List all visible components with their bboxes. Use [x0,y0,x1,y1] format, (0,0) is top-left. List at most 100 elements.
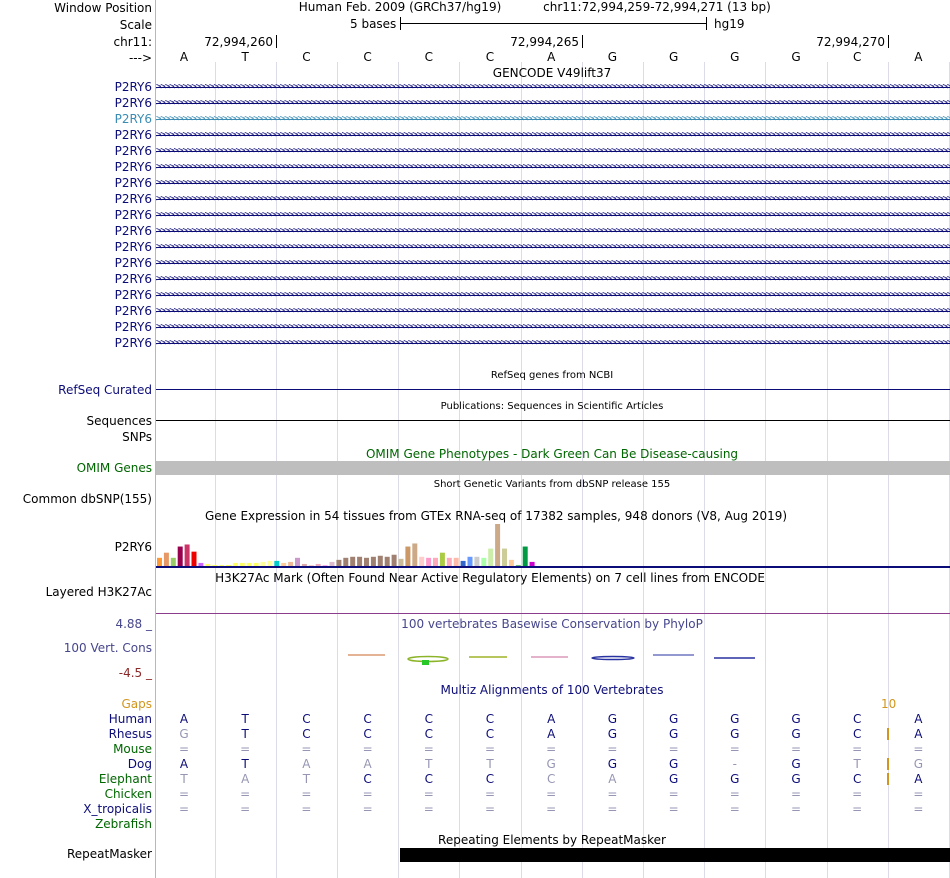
gtex-tissue-bar[interactable] [426,557,432,566]
gtex-tissue-bar[interactable] [370,556,376,566]
gtex-tissue-bar[interactable] [384,556,390,566]
gene-label[interactable]: P2RY6 [114,160,152,174]
gtex-tissue-bar[interactable] [232,562,238,566]
gtex-tissue-bar[interactable] [191,551,197,566]
gtex-tissue-bar[interactable] [308,564,314,566]
gtex-tissue-bar[interactable] [219,564,225,566]
gtex-bar-chart[interactable] [156,522,950,568]
gene-label[interactable]: P2RY6 [114,80,152,94]
gtex-tissue-bar[interactable] [343,557,349,566]
gtex-tissue-bar[interactable] [364,557,369,566]
gene-model[interactable]: >>>>>>>>>>>>>>>>>>>>>>>>>>>>>>>>>>>>>>>>… [156,176,950,190]
gtex-tissue-bar[interactable] [329,561,335,566]
gene-model[interactable]: >>>>>>>>>>>>>>>>>>>>>>>>>>>>>>>>>>>>>>>>… [156,336,950,350]
gtex-tissue-bar[interactable] [412,543,418,566]
gtex-tissue-bar[interactable] [198,562,204,566]
gene-model[interactable]: >>>>>>>>>>>>>>>>>>>>>>>>>>>>>>>>>>>>>>>>… [156,144,950,158]
gtex-tissue-bar[interactable] [488,548,494,566]
gtex-tissue-bar[interactable] [515,564,521,566]
gtex-tissue-bar[interactable] [260,561,266,566]
gene-model[interactable]: >>>>>>>>>>>>>>>>>>>>>>>>>>>>>>>>>>>>>>>>… [156,288,950,302]
gtex-tissue-bar[interactable] [301,563,307,566]
gtex-tissue-bar[interactable] [177,546,183,566]
gtex-tissue-bar[interactable] [184,544,190,566]
gtex-tissue-bar[interactable] [529,561,535,566]
gtex-gene-label[interactable]: P2RY6 [114,540,152,554]
snps-label[interactable]: SNPs [122,430,152,444]
gene-model[interactable]: >>>>>>>>>>>>>>>>>>>>>>>>>>>>>>>>>>>>>>>>… [156,272,950,286]
gtex-tissue-bar[interactable] [315,563,321,566]
gtex-tissue-bar[interactable] [322,564,328,566]
gtex-tissue-bar[interactable] [502,548,507,566]
repeatmasker-element[interactable] [400,848,950,862]
gene-label[interactable]: P2RY6 [114,224,152,238]
gene-model[interactable]: >>>>>>>>>>>>>>>>>>>>>>>>>>>>>>>>>>>>>>>>… [156,160,950,174]
gtex-tissue-bar[interactable] [481,557,487,566]
gtex-tissue-bar[interactable] [467,556,473,566]
gtex-tissue-bar[interactable] [508,559,514,566]
gtex-tissue-bar[interactable] [453,557,459,566]
gene-label[interactable]: P2RY6 [114,192,152,206]
refseq-gene-line[interactable] [156,389,950,390]
gtex-tissue-bar[interactable] [377,555,383,566]
gtex-tissue-bar[interactable] [522,546,528,566]
gene-model[interactable]: >>>>>>>>>>>>>>>>>>>>>>>>>>>>>>>>>>>>>>>>… [156,112,950,126]
refseq-label[interactable]: RefSeq Curated [58,383,152,397]
gtex-tissue-bar[interactable] [281,562,287,566]
gtex-tissue-bar[interactable] [253,562,259,566]
species-label[interactable]: X_tropicalis [83,802,152,816]
gtex-tissue-bar[interactable] [419,556,425,566]
track-image-panel[interactable]: Human Feb. 2009 (GRCh37/hg19) chr11:72,9… [156,0,950,878]
gene-model[interactable]: >>>>>>>>>>>>>>>>>>>>>>>>>>>>>>>>>>>>>>>>… [156,224,950,238]
species-label[interactable]: Chicken [104,787,152,801]
gtex-tissue-bar[interactable] [246,562,252,566]
species-label[interactable]: Dog [127,757,152,771]
repeatmasker-label[interactable]: RepeatMasker [66,847,152,861]
gene-label[interactable]: P2RY6 [114,240,152,254]
gtex-tissue-bar[interactable] [350,556,356,566]
gtex-tissue-bar[interactable] [391,554,397,566]
omim-gene-bar[interactable] [156,461,950,475]
species-label[interactable]: Mouse [113,742,152,756]
gtex-tissue-bar[interactable] [157,557,162,566]
gtex-tissue-bar[interactable] [357,556,363,566]
gene-label[interactable]: P2RY6 [114,272,152,286]
gene-label[interactable]: P2RY6 [114,304,152,318]
h3k27ac-label[interactable]: Layered H3K27Ac [45,585,152,599]
gene-label[interactable]: P2RY6 [114,128,152,142]
gtex-tissue-bar[interactable] [495,524,501,566]
gene-label[interactable]: P2RY6 [114,112,152,126]
gtex-tissue-bar[interactable] [398,558,404,566]
gene-model[interactable]: >>>>>>>>>>>>>>>>>>>>>>>>>>>>>>>>>>>>>>>>… [156,80,950,94]
gtex-tissue-bar[interactable] [460,560,466,566]
h3k27ac-baseline[interactable] [156,613,950,614]
species-label[interactable]: Rhesus [108,727,152,741]
gtex-tissue-bar[interactable] [274,560,280,566]
gtex-tissue-bar[interactable] [239,562,245,566]
species-label[interactable]: Elephant [98,772,152,786]
gtex-tissue-bar[interactable] [433,557,438,566]
gtex-tissue-bar[interactable] [474,556,480,566]
gene-label[interactable]: P2RY6 [114,256,152,270]
gtex-tissue-bar[interactable] [446,557,452,566]
gaps-label[interactable]: Gaps [121,697,152,711]
gene-model[interactable]: >>>>>>>>>>>>>>>>>>>>>>>>>>>>>>>>>>>>>>>>… [156,304,950,318]
gtex-tissue-bar[interactable] [170,557,176,566]
dbsnp-label[interactable]: Common dbSNP(155) [22,492,152,506]
gene-model[interactable]: >>>>>>>>>>>>>>>>>>>>>>>>>>>>>>>>>>>>>>>>… [156,240,950,254]
gene-label[interactable]: P2RY6 [114,176,152,190]
sequences-label[interactable]: Sequences [86,414,152,428]
gene-model[interactable]: >>>>>>>>>>>>>>>>>>>>>>>>>>>>>>>>>>>>>>>>… [156,192,950,206]
conservation-wiggle[interactable] [156,640,950,670]
gene-model[interactable]: >>>>>>>>>>>>>>>>>>>>>>>>>>>>>>>>>>>>>>>>… [156,128,950,142]
gtex-tissue-bar[interactable] [212,564,218,566]
gtex-tissue-bar[interactable] [267,560,273,566]
gene-label[interactable]: P2RY6 [114,96,152,110]
gene-label[interactable]: P2RY6 [114,144,152,158]
pubs-line[interactable] [156,420,950,421]
gtex-tissue-bar[interactable] [226,564,231,566]
gene-model[interactable]: >>>>>>>>>>>>>>>>>>>>>>>>>>>>>>>>>>>>>>>>… [156,96,950,110]
gene-model[interactable]: >>>>>>>>>>>>>>>>>>>>>>>>>>>>>>>>>>>>>>>>… [156,256,950,270]
gene-label[interactable]: P2RY6 [114,320,152,334]
gene-model[interactable]: >>>>>>>>>>>>>>>>>>>>>>>>>>>>>>>>>>>>>>>>… [156,320,950,334]
